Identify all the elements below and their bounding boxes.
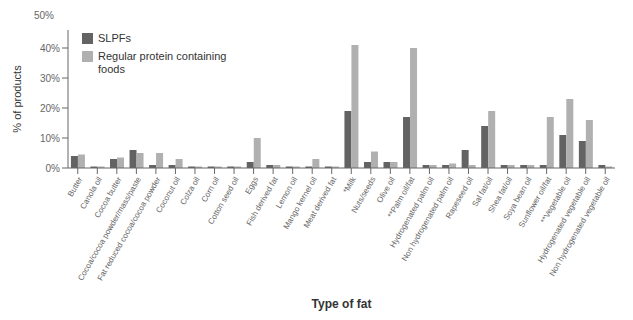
html-text:Regular protein containing foo: Regular protein containing foods [98,50,227,75]
svg-text:20%: 20% [40,103,60,114]
svg-text:Meat derived fat: Meat derived fat [302,175,339,230]
svg-text:Canola oil: Canola oil [78,175,104,211]
svg-text:Type of fat: Type of fat [312,297,372,311]
svg-text:Sal fat/oil: Sal fat/oil [470,175,495,209]
svg-text:30%: 30% [40,73,60,84]
svg-text:Lemon oil: Lemon oil [274,175,300,210]
svg-text:0%: 0% [46,163,61,174]
svg-text:Nuts/seeds: Nuts/seeds [350,175,378,214]
html-text:50%: 50% [34,10,54,21]
svg-text:Eggs: Eggs [243,175,260,195]
svg-text:Cotton seed oil: Cotton seed oil [206,175,241,226]
svg-text:Sunflower oil/fat: Sunflower oil/fat [517,175,554,230]
svg-text:Olive oil: Olive oil [375,175,397,205]
svg-text:Cocoa butter: Cocoa butter [92,175,124,220]
svg-text:% of products: % of products [11,65,23,133]
svg-text:Hydrogenated vegetable oil: Hydrogenated vegetable oil [535,175,593,265]
svg-text:**Vegetable oil: **Vegetable oil [539,175,573,225]
svg-text:Cocoa/cocoa powder/mass/paste: Cocoa/cocoa powder/mass/paste [76,175,143,283]
svg-text:Non hydrogenated palm oil: Non hydrogenated palm oil [400,175,456,262]
svg-text:Fish derived fat: Fish derived fat [245,175,281,228]
svg-text:*Milk: *Milk [341,174,358,194]
svg-text:Rapeseed oil: Rapeseed oil [444,175,475,220]
svg-text:10%: 10% [40,133,60,144]
svg-text:Non hydrogenated vegetable oil: Non hydrogenated vegetable oil [548,175,612,278]
html-text:SLPFs: SLPFs [98,32,131,44]
svg-text:Hydrogenated palm oil: Hydrogenated palm oil [388,175,437,250]
svg-text:**Palm oil/fat: **Palm oil/fat [385,175,417,220]
svg-text:40%: 40% [40,43,60,54]
svg-text:Mango kernel oil: Mango kernel oil [281,175,319,231]
svg-text:Colza oil: Colza oil [178,175,201,206]
svg-text:Coconut oil: Coconut oil [154,175,182,214]
svg-text:Butter: Butter [66,175,85,198]
svg-text:Fat reduced cocoa/cocoa powder: Fat reduced cocoa/cocoa powder [96,175,163,282]
svg-text:Soya bean oil: Soya bean oil [501,175,534,222]
svg-text:Shea fat/oil: Shea fat/oil [486,175,515,215]
svg-text:Corn oil: Corn oil [199,175,222,204]
